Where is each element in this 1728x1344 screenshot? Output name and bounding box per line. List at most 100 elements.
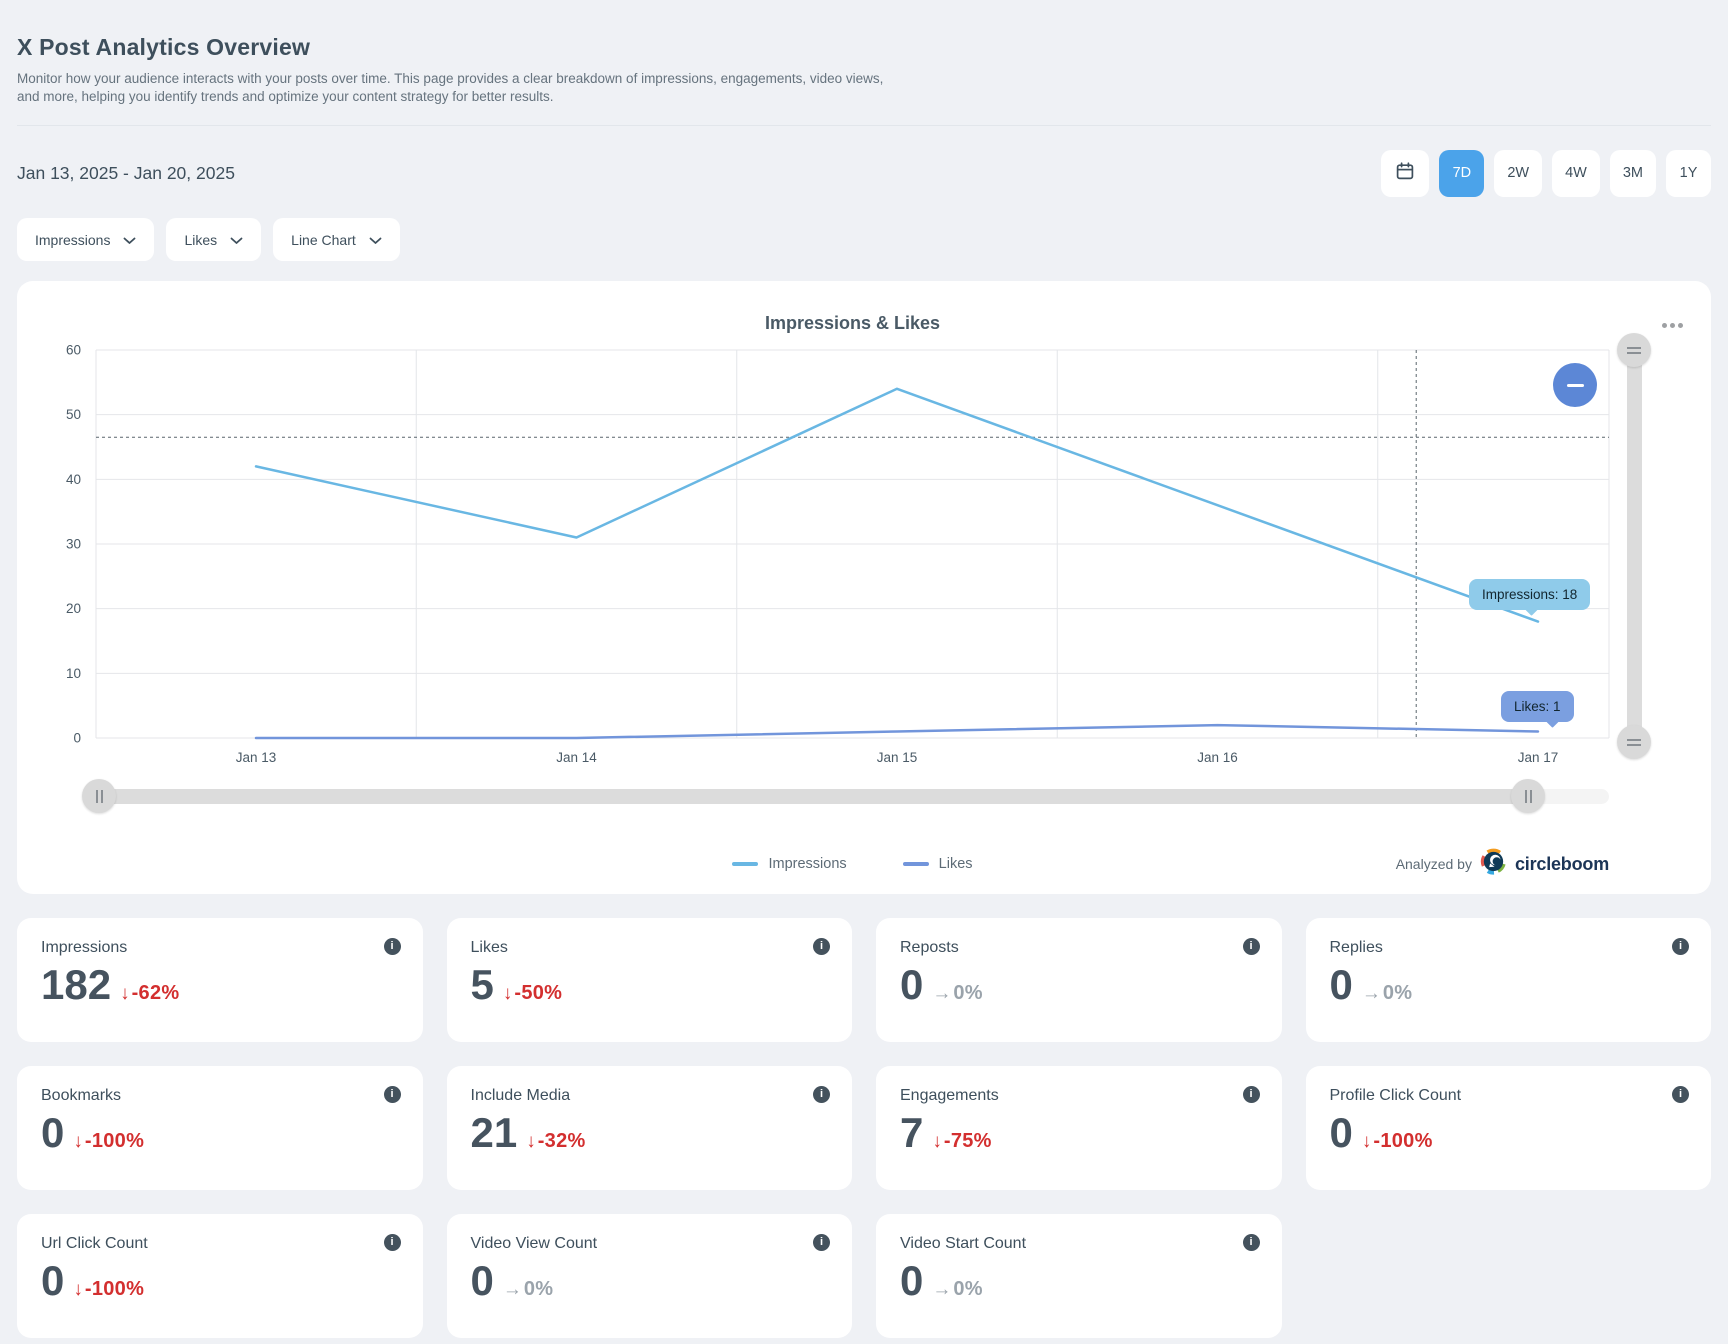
metric-change: ↓ -62% (120, 983, 179, 1006)
metric-value: 7 (900, 1109, 924, 1157)
metric-primary-dropdown[interactable]: Impressions (17, 218, 155, 262)
svg-text:Jan 13: Jan 13 (236, 750, 277, 765)
trend-arrow-icon: ↓ (526, 1130, 536, 1152)
y-zoom-handle-top[interactable] (1617, 333, 1651, 368)
metric-change-percent: 0% (953, 1278, 983, 1301)
more-options-button[interactable] (1662, 323, 1683, 329)
chart-type-value: Line Chart (291, 231, 356, 248)
info-icon[interactable] (813, 938, 830, 956)
toolbar: Jan 13, 2025 - Jan 20, 2025 7D 2W 4W 3M … (17, 149, 1711, 197)
info-icon[interactable] (383, 1234, 401, 1252)
svg-text:60: 60 (66, 343, 81, 358)
info-icon[interactable] (1242, 938, 1260, 956)
metric-change: → 0% (932, 1279, 983, 1302)
range-button-group: 7D 2W 4W 3M 1Y (1381, 149, 1711, 197)
metric-secondary-dropdown[interactable]: Likes (166, 218, 262, 262)
svg-text:Jan 17: Jan 17 (1518, 750, 1559, 765)
calendar-button[interactable] (1381, 149, 1430, 197)
info-icon[interactable] (1672, 1086, 1689, 1104)
zoom-out-button[interactable] (1553, 363, 1597, 408)
trend-arrow-icon: → (932, 1278, 952, 1300)
range-button-7d[interactable]: 7D (1439, 149, 1485, 197)
metric-card: Profile Click Count 0 ↓ -100% (1305, 1066, 1711, 1191)
metric-card: Engagements 7 ↓ -75% (876, 1066, 1282, 1191)
x-range-handle-left[interactable] (82, 779, 116, 814)
svg-text:Jan 15: Jan 15 (877, 750, 918, 765)
info-icon[interactable] (1672, 938, 1689, 956)
filter-row: Impressions Likes Line Chart (17, 218, 1711, 262)
metric-value: 182 (41, 961, 112, 1009)
series-line-likes (254, 724, 1540, 740)
info-icon[interactable] (1242, 1086, 1260, 1104)
legend-item-likes[interactable]: Likes (902, 856, 973, 872)
metric-card: Likes 5 ↓ -50% (446, 918, 852, 1043)
info-icon[interactable] (383, 938, 401, 956)
metric-card: Reposts 0 → 0% (876, 918, 1282, 1043)
metric-value: 0 (1329, 961, 1353, 1009)
metric-change-percent: 0% (523, 1278, 554, 1301)
y-zoom-slider-track[interactable] (1627, 350, 1642, 743)
tooltip-impressions: Impressions: 18 (1469, 579, 1591, 611)
metric-card: Replies 0 → 0% (1305, 918, 1711, 1043)
trend-arrow-icon: ↓ (120, 982, 130, 1004)
circleboom-logo-icon (1480, 848, 1507, 880)
metric-change-percent: 0% (953, 982, 983, 1005)
trend-arrow-icon: ↓ (502, 982, 513, 1004)
legend-item-impressions[interactable]: Impressions (732, 856, 847, 873)
circleboom-brand-name: circleboom (1514, 853, 1609, 874)
date-range-label: Jan 13, 2025 - Jan 20, 2025 (17, 162, 235, 183)
metric-label: Engagements (900, 1087, 999, 1105)
chart-card: Impressions & Likes 0 10 20 30 40 50 60 Jan 13 J… (17, 281, 1711, 895)
trend-arrow-icon: ↓ (1361, 1130, 1372, 1152)
header-divider (17, 125, 1711, 127)
y-zoom-handle-bottom[interactable] (1617, 725, 1651, 760)
range-button-1y[interactable]: 1Y (1666, 149, 1711, 197)
metric-card: Video Start Count 0 → 0% (876, 1214, 1282, 1339)
chevron-down-icon (123, 232, 136, 248)
impressions-line-swatch (732, 862, 759, 867)
metric-label: Bookmarks (41, 1087, 122, 1105)
svg-text:10: 10 (66, 666, 81, 681)
trend-arrow-icon: ↓ (73, 1130, 83, 1152)
calendar-icon (1395, 161, 1415, 185)
metric-card: Impressions 182 ↓ -62% (17, 918, 423, 1043)
metric-value: 0 (900, 961, 924, 1009)
info-icon[interactable] (383, 1086, 401, 1104)
metric-change-percent: -100% (1373, 1130, 1433, 1153)
range-button-3m[interactable]: 3M (1609, 149, 1656, 197)
branding: Analyzed by circleboom (1396, 849, 1609, 879)
chart-type-dropdown[interactable]: Line Chart (273, 218, 400, 262)
metric-label: Video View Count (470, 1235, 598, 1253)
metric-change: → 0% (932, 983, 983, 1006)
metric-change-percent: -100% (84, 1278, 145, 1301)
metric-label: Likes (470, 939, 508, 957)
metric-change-percent: -100% (84, 1130, 145, 1153)
metric-primary-value: Impressions (35, 231, 111, 248)
x-pan-selected-range (96, 789, 1528, 805)
chevron-down-icon (369, 232, 382, 248)
metric-change: ↓ -50% (503, 983, 562, 1006)
x-pan-slider-track[interactable] (96, 789, 1609, 805)
metric-card: Include Media 21 ↓ -32% (446, 1066, 852, 1191)
metric-change: → 0% (1362, 983, 1413, 1006)
metric-label: Url Click Count (41, 1235, 148, 1253)
info-icon[interactable] (813, 1234, 830, 1252)
metric-label: Video Start Count (900, 1235, 1027, 1253)
info-icon[interactable] (1242, 1234, 1260, 1252)
range-button-4w[interactable]: 4W (1552, 149, 1600, 197)
svg-text:20: 20 (66, 602, 81, 617)
metric-card: Video View Count 0 → 0% (446, 1214, 852, 1339)
x-range-handle-right[interactable] (1511, 779, 1545, 814)
legend-label: Impressions (768, 856, 847, 873)
metric-label: Include Media (470, 1087, 571, 1105)
metric-change: ↓ -32% (526, 1131, 585, 1154)
metric-change: ↓ -100% (1362, 1131, 1433, 1154)
info-icon[interactable] (813, 1086, 830, 1104)
metrics-grid: Impressions 182 ↓ -62% Likes 5 ↓ -50% Re… (17, 918, 1711, 1339)
page-title: X Post Analytics Overview (17, 34, 311, 60)
trend-arrow-icon: ↓ (73, 1278, 83, 1300)
chart-plot[interactable]: 0 10 20 30 40 50 60 Jan 13 Jan 14 Jan 15 Jan 16 Jan… (17, 281, 1708, 821)
metric-change: ↓ -75% (932, 1131, 991, 1154)
range-button-2w[interactable]: 2W (1494, 149, 1543, 197)
